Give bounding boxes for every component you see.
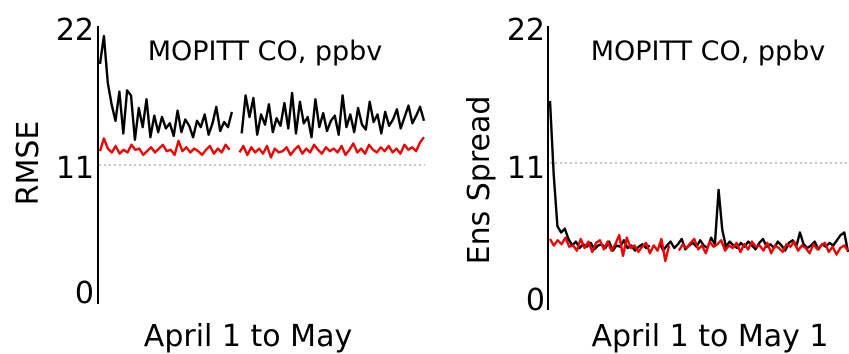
rmse-series-black-segment-2 bbox=[240, 91, 426, 139]
y-tick-11-right: 11 bbox=[507, 151, 545, 186]
plot-title-left: MOPITT CO, ppbv bbox=[148, 36, 383, 67]
y-tick-0-right: 0 bbox=[526, 283, 545, 318]
ens-spread-panel: Ens Spread 22 11 0 MOPITT CO, ppbv April… bbox=[462, 13, 849, 354]
x-axis-label-right: April 1 to May 1 bbox=[591, 319, 828, 354]
y-tick-22-left: 22 bbox=[56, 13, 94, 48]
y-tick-22-right: 22 bbox=[507, 13, 545, 48]
plot-title-right: MOPITT CO, ppbv bbox=[591, 36, 826, 67]
y-axis-label-ens-spread: Ens Spread bbox=[462, 96, 497, 265]
ens-spread-series-group bbox=[548, 100, 849, 263]
rmse-series-group bbox=[98, 34, 426, 159]
rmse-series-red-segment-2 bbox=[238, 136, 425, 159]
rmse-panel: RMSE 22 11 0 MOPITT CO, ppbv April 1 to … bbox=[11, 13, 426, 354]
y-axis-label-rmse: RMSE bbox=[11, 121, 46, 206]
y-tick-11-left: 11 bbox=[56, 151, 94, 186]
ens-spread-series-red-segment-1 bbox=[548, 233, 671, 263]
ens-spread-series-red-segment-2 bbox=[677, 237, 849, 256]
ens-spread-series-black-segment-1 bbox=[548, 100, 651, 252]
y-tick-0-left: 0 bbox=[75, 276, 94, 311]
rmse-series-red-segment-1 bbox=[98, 137, 231, 157]
x-axis-label-left: April 1 to May bbox=[144, 319, 352, 354]
rmse-series-black-segment-1 bbox=[98, 34, 234, 141]
